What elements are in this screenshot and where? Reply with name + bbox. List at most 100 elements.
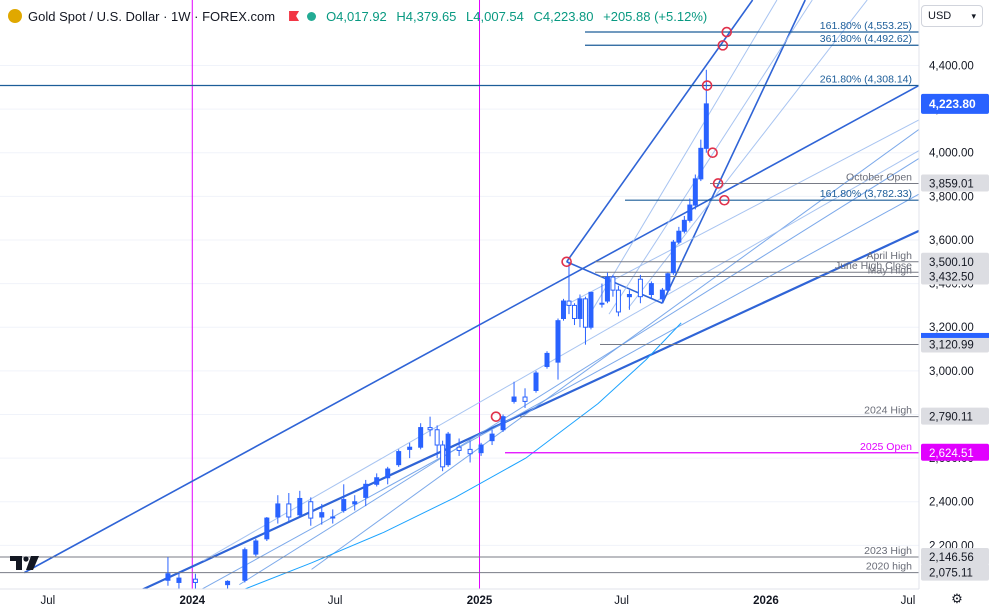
level-price-tag <box>921 252 989 270</box>
price-tick-label: 3,800.00 <box>929 191 974 203</box>
vertical-lines <box>191 0 481 589</box>
price-tick-label: 3,600.00 <box>929 235 974 247</box>
tradingview-logo-icon <box>10 556 39 570</box>
time-tick-label: Jul <box>901 595 916 607</box>
price-axis[interactable]: 2,200.002,400.002,600.002,800.003,000.00… <box>918 0 989 609</box>
time-axis[interactable]: Jul 2024 Jul 2025 Jul 2026 Jul <box>0 588 989 609</box>
trendline <box>564 117 924 306</box>
pivot-marker <box>717 40 729 51</box>
candle-body <box>604 276 610 302</box>
level-price-tag-label: 3,500.10 <box>929 257 974 269</box>
trendline <box>203 147 924 562</box>
candle-body <box>670 241 676 274</box>
candle-body <box>385 468 391 479</box>
price-axis-background <box>919 0 989 609</box>
candle-body <box>687 204 693 221</box>
candle-body <box>192 578 198 583</box>
level-price-tag <box>921 267 989 285</box>
candle-body <box>703 103 709 149</box>
price-level-label: 2024 High <box>864 405 912 417</box>
trendline <box>588 0 778 317</box>
candle-body <box>522 396 528 402</box>
pivot-marker <box>707 147 718 159</box>
candle-body <box>253 540 259 555</box>
candle-body <box>330 516 336 519</box>
price-level-label: May High <box>868 265 913 277</box>
flag-icon[interactable] <box>289 11 300 21</box>
candle-body <box>555 320 561 363</box>
price-level-label: 2023 High <box>864 545 912 557</box>
candle-body <box>588 291 594 328</box>
candle-body <box>544 352 550 367</box>
candle-body <box>665 273 671 291</box>
candle-body <box>615 289 621 313</box>
current-price-label: 4,223.80 <box>929 97 976 111</box>
candle-body <box>500 416 506 431</box>
moving-average <box>239 322 682 592</box>
candle-body <box>427 427 433 431</box>
candle-body <box>533 372 539 391</box>
plot-background <box>0 0 919 589</box>
level-price-tag-label: 3,859.01 <box>929 178 974 190</box>
candle-body <box>445 433 451 466</box>
price-level-label: October Open <box>846 171 912 183</box>
change-value: +205.88 (+5.12%) <box>603 8 708 24</box>
candle-body <box>286 503 292 518</box>
price-tick-label: 4,400.00 <box>929 60 974 72</box>
current-price-tag <box>921 93 989 114</box>
candle-body <box>319 512 325 518</box>
pivot-marker <box>721 26 733 38</box>
time-tick-label: 2026 <box>753 595 779 607</box>
candle-body <box>610 276 616 291</box>
price-range-marker <box>921 332 989 338</box>
time-tick-label: Jul <box>41 595 56 607</box>
candle-body <box>659 289 665 300</box>
moving-average-line <box>239 322 682 592</box>
candle-body <box>681 219 687 232</box>
settings-gear-icon[interactable]: ⚙ <box>951 591 963 606</box>
pivot-marker <box>719 194 730 206</box>
currency-label: USD <box>928 10 952 22</box>
candle-body <box>626 294 632 298</box>
candles <box>165 69 709 592</box>
symbol-title[interactable]: Gold Spot / U.S. Dollar · 1W · FOREX.com <box>28 8 276 24</box>
candle-body <box>407 446 413 450</box>
trendline <box>119 228 924 601</box>
close-value: C4,223.80 <box>533 8 594 24</box>
price-level-label: 261.80% (4,308.14) <box>820 73 912 85</box>
candle-body <box>297 497 303 516</box>
horizontal-levels[interactable]: 2020 high 2023 High 2025 Open 2024 High May … <box>0 20 919 574</box>
currency-selector[interactable]: USD ▾ <box>921 5 983 27</box>
candle-body <box>341 499 347 511</box>
candle-body <box>566 300 572 306</box>
level-price-tag <box>921 563 989 581</box>
price-level-label: 161.80% (4,553.25) <box>820 20 912 32</box>
candle-body <box>582 298 588 328</box>
trendline <box>565 0 754 263</box>
time-axis-background <box>0 589 989 609</box>
ohlc-values: O4,017.92 H4,379.65 L4,007.54 C4,223.80 … <box>326 9 713 24</box>
candle-body <box>418 427 424 448</box>
price-tick-label: 3,000.00 <box>929 366 974 378</box>
candle-body <box>225 580 231 586</box>
level-price-tag-label: 2,624.51 <box>929 448 974 460</box>
level-price-tag-label: 3,120.99 <box>929 339 974 351</box>
market-status-icon <box>307 11 317 21</box>
candle-body <box>648 283 654 295</box>
candle-body <box>363 483 369 498</box>
candle-body <box>165 573 171 581</box>
plot-area[interactable] <box>0 0 919 589</box>
time-tick-label: Jul <box>614 595 629 607</box>
candle-body <box>176 577 182 583</box>
gold-symbol-icon <box>8 9 22 23</box>
markers <box>490 26 733 422</box>
high-value: H4,379.65 <box>396 8 457 24</box>
candle-body <box>692 178 698 206</box>
level-price-tag-label: 2,075.11 <box>929 568 973 580</box>
candle-body <box>308 501 314 519</box>
candle-body <box>374 477 380 485</box>
candle-body <box>577 298 583 319</box>
level-price-tag <box>921 407 989 425</box>
pivot-marker <box>701 80 713 91</box>
